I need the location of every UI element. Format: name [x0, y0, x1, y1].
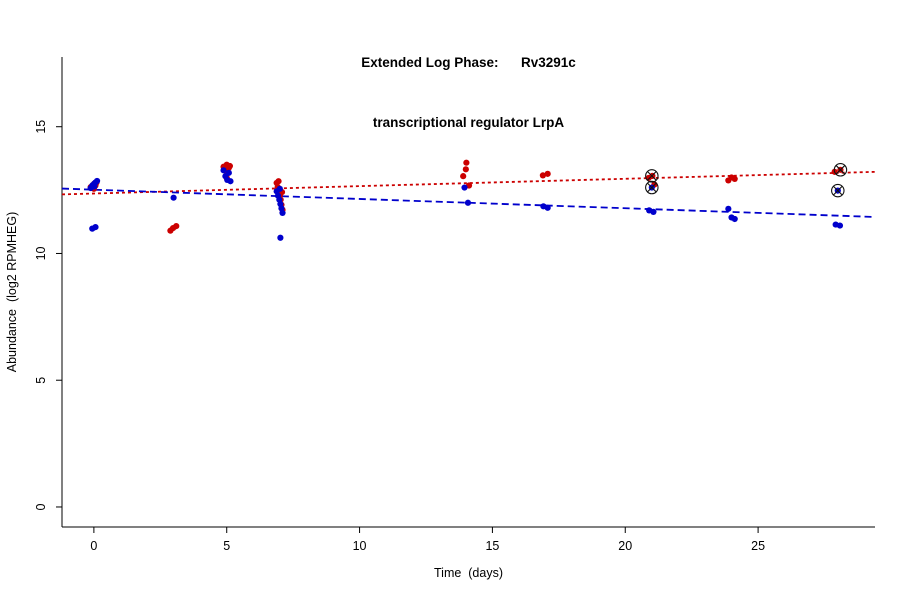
blue-point [544, 204, 551, 211]
blue-point [225, 169, 232, 176]
red-point [544, 170, 551, 177]
blue-point [836, 222, 844, 229]
red-point [226, 162, 234, 170]
blue-point [725, 205, 732, 212]
flagged-points [645, 163, 848, 198]
chart-title: Extended Log Phase: Rv3291c transcriptio… [62, 12, 875, 174]
x-tick-label: 25 [751, 539, 765, 553]
blue-point [464, 199, 472, 206]
y-tick-label: 15 [34, 120, 48, 134]
x-tick-label: 5 [223, 539, 230, 553]
blue-point [93, 177, 101, 185]
x-tick-label: 10 [353, 539, 367, 553]
blue-point [277, 234, 284, 241]
blue-point [170, 194, 177, 201]
circle-cross-icon [645, 169, 659, 183]
y-axis-label: Abundance (log2 RPMHEG) [5, 212, 19, 373]
red-point [731, 175, 738, 183]
chart-title-line1: Extended Log Phase: Rv3291c [361, 54, 576, 70]
circle-cross-icon [831, 183, 845, 198]
red-point [462, 166, 469, 173]
chart-title-line2: transcriptional regulator LrpA [372, 115, 565, 131]
blue-point [731, 215, 738, 223]
red-point [463, 159, 470, 166]
blue-point [276, 185, 283, 192]
y-tick-label: 10 [34, 246, 48, 260]
blue-point [279, 209, 286, 217]
circle-cross-icon [833, 163, 848, 177]
blue-point [461, 184, 468, 191]
circle-cross-icon [645, 180, 659, 195]
x-tick-label: 0 [90, 539, 97, 553]
blue-point [91, 183, 98, 190]
blue-point [650, 208, 657, 215]
red-points [87, 159, 844, 234]
blue-point [227, 178, 234, 185]
blue-point [220, 167, 227, 174]
red-point [460, 173, 467, 180]
x-axis-label: Time (days) [434, 566, 503, 580]
axes [56, 57, 875, 533]
y-tick-label: 5 [34, 377, 48, 384]
blue-trend-line [61, 187, 876, 218]
x-tick-label: 15 [485, 539, 499, 553]
red-point [539, 172, 546, 179]
blue-point [92, 224, 99, 231]
red-point [173, 222, 180, 230]
x-tick-label: 20 [618, 539, 632, 553]
y-tick-label: 0 [34, 503, 48, 510]
red-point [275, 178, 282, 185]
